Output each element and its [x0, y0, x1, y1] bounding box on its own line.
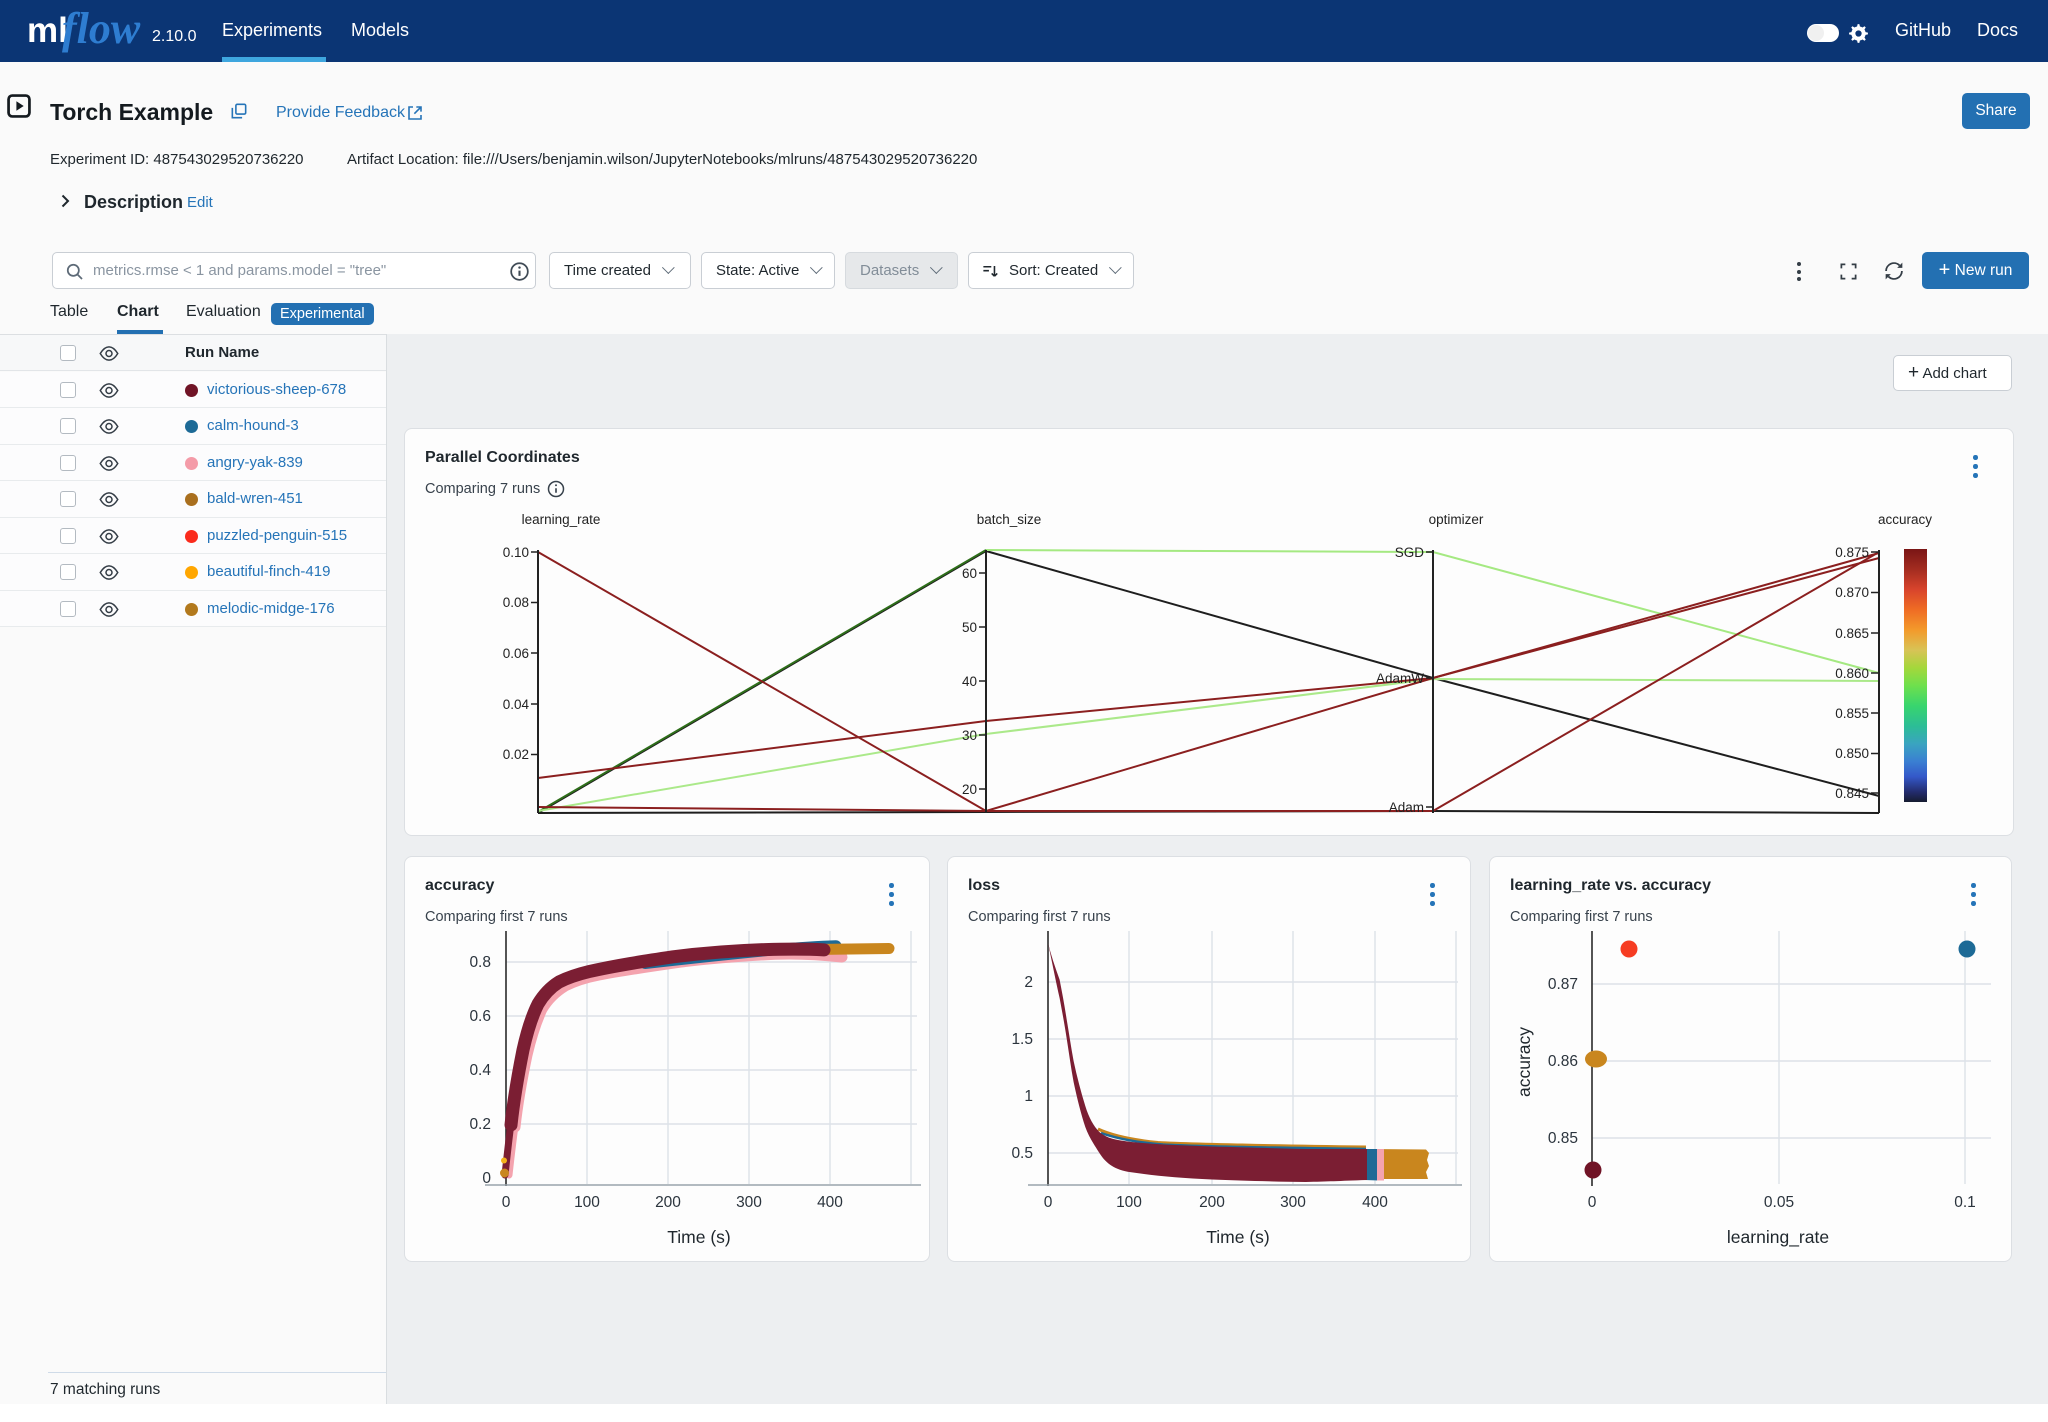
svg-text:0.845: 0.845 [1835, 786, 1869, 801]
svg-text:0.8: 0.8 [469, 954, 491, 971]
svg-text:learning_rate: learning_rate [522, 512, 601, 527]
svg-text:0.1: 0.1 [1954, 1194, 1976, 1211]
svg-text:accuracy: accuracy [1514, 1027, 1534, 1097]
svg-text:30: 30 [962, 728, 977, 743]
svg-text:0.860: 0.860 [1835, 666, 1869, 681]
svg-text:0.86: 0.86 [1548, 1053, 1578, 1070]
svg-text:optimizer: optimizer [1429, 512, 1484, 527]
svg-text:0: 0 [1588, 1194, 1597, 1211]
svg-text:0.855: 0.855 [1835, 706, 1869, 721]
svg-text:1: 1 [1024, 1088, 1033, 1105]
svg-text:40: 40 [962, 674, 977, 689]
svg-text:0.02: 0.02 [503, 747, 529, 762]
svg-text:300: 300 [736, 1194, 762, 1211]
svg-text:100: 100 [574, 1194, 600, 1211]
svg-text:200: 200 [655, 1194, 681, 1211]
svg-text:0.4: 0.4 [469, 1062, 491, 1079]
svg-text:60: 60 [962, 566, 977, 581]
svg-text:0.05: 0.05 [1764, 1194, 1794, 1211]
svg-text:0.04: 0.04 [503, 697, 530, 712]
svg-text:0.870: 0.870 [1835, 585, 1869, 600]
svg-text:100: 100 [1116, 1194, 1142, 1211]
svg-text:200: 200 [1199, 1194, 1225, 1211]
svg-text:0.10: 0.10 [503, 545, 529, 560]
svg-text:Time (s): Time (s) [667, 1227, 731, 1247]
svg-text:0.875: 0.875 [1835, 545, 1869, 560]
svg-text:0.865: 0.865 [1835, 626, 1869, 641]
svg-text:400: 400 [1362, 1194, 1388, 1211]
svg-text:50: 50 [962, 620, 977, 635]
svg-text:0.87: 0.87 [1548, 976, 1578, 993]
svg-text:0.850: 0.850 [1835, 746, 1869, 761]
svg-text:learning_rate: learning_rate [1727, 1227, 1829, 1248]
svg-text:0.06: 0.06 [503, 646, 529, 661]
svg-text:2: 2 [1024, 974, 1033, 991]
svg-text:0.85: 0.85 [1548, 1130, 1578, 1147]
svg-text:0.08: 0.08 [503, 595, 529, 610]
svg-text:300: 300 [1280, 1194, 1306, 1211]
svg-text:1.5: 1.5 [1011, 1031, 1033, 1048]
svg-text:0.6: 0.6 [469, 1008, 491, 1025]
svg-text:0.5: 0.5 [1011, 1145, 1033, 1162]
svg-text:Adam: Adam [1389, 800, 1424, 815]
svg-text:0.2: 0.2 [469, 1116, 491, 1133]
svg-text:batch_size: batch_size [977, 512, 1042, 527]
svg-text:accuracy: accuracy [1878, 512, 1932, 527]
svg-text:Time (s): Time (s) [1206, 1227, 1270, 1247]
svg-text:0: 0 [502, 1194, 511, 1211]
svg-text:AdamW: AdamW [1376, 671, 1424, 686]
svg-text:20: 20 [962, 782, 977, 797]
svg-text:0: 0 [482, 1170, 491, 1187]
svg-text:SGD: SGD [1395, 545, 1425, 560]
svg-text:0: 0 [1044, 1194, 1053, 1211]
svg-text:400: 400 [817, 1194, 843, 1211]
